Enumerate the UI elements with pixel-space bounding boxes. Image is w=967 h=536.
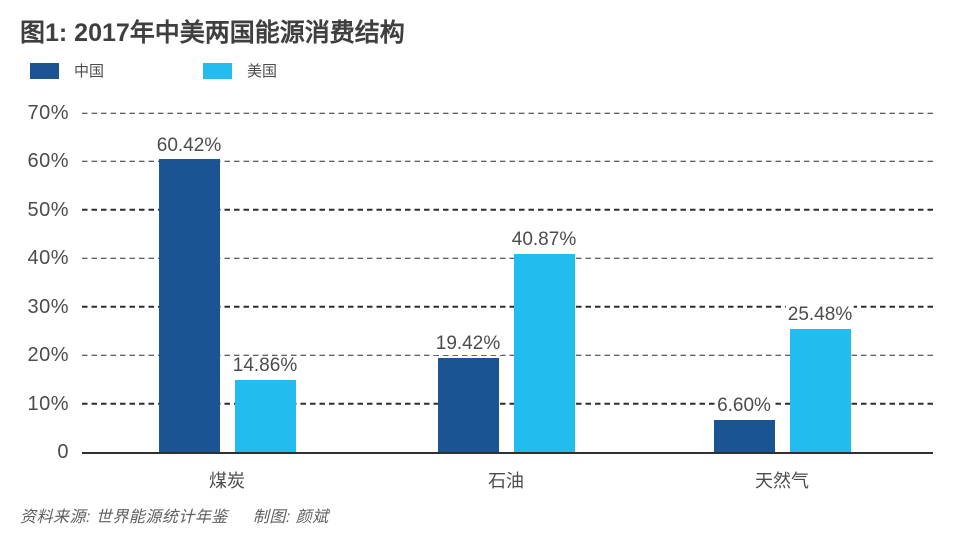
category-label-oil: 石油 (488, 471, 524, 491)
gridline-60 (82, 160, 933, 163)
bar-china-natural-gas: 6.60% (713, 395, 775, 452)
source-note: 资料来源: 世界能源统计年鉴 制图: 颜斌 (20, 503, 329, 527)
plot-area: 60.42% 14.86% 煤炭 19.42% 40.87% 石油 6.60% 25.48% 天… (82, 112, 933, 491)
category-label-coal: 煤炭 (209, 471, 245, 491)
bar-china-oil: 19.42% (433, 333, 503, 452)
gridline-30 (82, 305, 933, 308)
gridline-20 (82, 354, 933, 356)
bar-china-coal: 60.42% (154, 135, 224, 452)
value-label-china-oil: 19.42% (433, 333, 503, 355)
gridline-40 (82, 257, 933, 260)
y-tick-10: 10% (27, 392, 69, 415)
legend-label-china: 中国 (74, 63, 105, 80)
value-label-china-natural-gas: 6.60% (715, 395, 773, 418)
credit-text: 制图: 颜斌 (252, 509, 329, 526)
bar-usa-natural-gas: 25.48% (785, 304, 855, 452)
data-source-text: 资料来源: 世界能源统计年鉴 (20, 509, 228, 526)
y-tick-40: 40% (27, 247, 69, 270)
value-label-usa-natural-gas: 25.48% (785, 303, 855, 326)
bar-usa-coal: 14.86% (230, 355, 300, 452)
legend-item-china: 中国 (30, 60, 104, 81)
value-label-china-coal: 60.42% (154, 134, 224, 157)
y-tick-60: 60% (27, 150, 69, 173)
y-tick-70: 70% (27, 102, 69, 124)
gridline-10 (82, 402, 933, 405)
gridline-70 (82, 112, 933, 114)
y-tick-30: 30% (27, 295, 69, 318)
y-tick-20: 20% (27, 344, 69, 367)
legend-label-usa: 美国 (247, 63, 278, 80)
chart-legend: 中国 美国 (30, 60, 277, 81)
legend-swatch-china (30, 62, 59, 79)
y-tick-0: 0 (57, 441, 69, 463)
category-label-natural-gas: 天然气 (755, 471, 809, 491)
gridline-50 (82, 209, 933, 211)
y-tick-50: 50% (27, 198, 69, 221)
chart-title: 图1: 2017年中美两国能源消费结构 (20, 19, 405, 47)
legend-item-usa: 美国 (203, 60, 277, 81)
legend-swatch-usa (203, 62, 233, 79)
y-axis: 70% 60% 50% 40% 30% 20% 10% 0 (0, 103, 69, 462)
value-label-usa-oil: 40.87% (509, 229, 579, 252)
bar-usa-oil: 40.87% (509, 229, 579, 452)
value-label-usa-coal: 14.86% (230, 355, 300, 378)
